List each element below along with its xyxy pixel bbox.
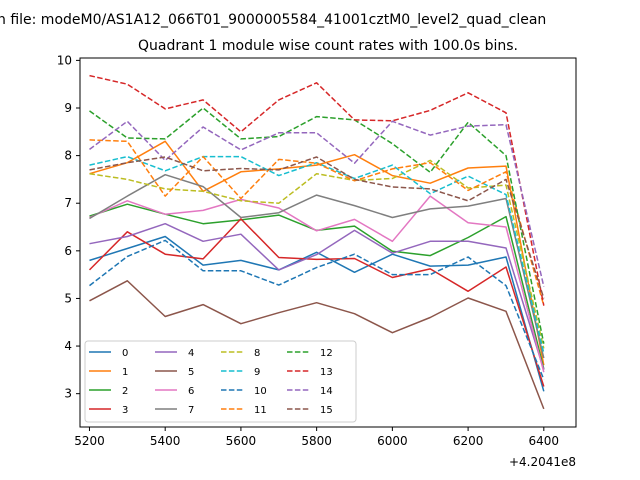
x-tick-label: 6200 [453, 434, 484, 448]
series-line-1 [89, 140, 545, 366]
legend-label-13: 13 [320, 367, 333, 378]
legend-label-4: 4 [188, 348, 194, 359]
x-tick-label: 6400 [529, 434, 560, 448]
x-tick-label: 5200 [74, 434, 105, 448]
series-line-13 [89, 74, 545, 306]
series-line-12 [89, 107, 545, 344]
series-line-15 [89, 156, 545, 299]
axes-frame [79, 57, 577, 428]
legend-label-10: 10 [254, 386, 267, 397]
series-line-10 [89, 239, 545, 380]
figure-suptitle: n file: modeM0/AS1A12_066T01_9000005584_… [0, 12, 546, 28]
legend-label-14: 14 [320, 386, 333, 397]
series-line-4 [89, 222, 545, 371]
series-line-14 [89, 120, 545, 287]
legend-label-6: 6 [188, 386, 194, 397]
legend-label-2: 2 [122, 386, 128, 397]
legend-label-12: 12 [320, 348, 333, 359]
legend-label-11: 11 [254, 405, 267, 416]
series-line-11 [89, 139, 545, 306]
x-tick-label: 6000 [377, 434, 408, 448]
series-line-5 [89, 280, 545, 410]
x-axis-offset-label: +4.2041e8 [509, 455, 576, 469]
legend-label-15: 15 [320, 405, 333, 416]
legend-label-9: 9 [254, 367, 260, 378]
x-tick-label: 5400 [150, 434, 181, 448]
legend-label-3: 3 [122, 405, 128, 416]
y-tick-label: 3 [64, 387, 72, 401]
legend-box [84, 340, 357, 423]
x-tick-label: 5600 [226, 434, 257, 448]
series-line-8 [89, 159, 545, 349]
legend-label-8: 8 [254, 348, 260, 359]
y-tick-label: 9 [64, 101, 72, 115]
x-tick-label: 5800 [301, 434, 332, 448]
y-tick-label: 10 [57, 53, 72, 67]
chart-title: Quadrant 1 module wise count rates with … [138, 38, 518, 54]
legend-label-0: 0 [122, 348, 128, 359]
series-line-0 [89, 235, 545, 392]
y-tick-label: 4 [64, 339, 72, 353]
x-axis: 5200 5400 5600 5800 6000 6200 6400 [74, 427, 559, 448]
y-axis: 3 4 5 6 7 8 9 10 [57, 53, 80, 401]
legend-label-5: 5 [188, 367, 194, 378]
y-tick-label: 5 [64, 291, 72, 305]
y-tick-label: 8 [64, 149, 72, 163]
series-line-7 [89, 173, 545, 359]
series-line-9 [89, 155, 545, 354]
y-tick-label: 7 [64, 196, 72, 210]
legend-label-7: 7 [188, 405, 194, 416]
series-line-6 [89, 195, 545, 373]
y-tick-label: 6 [64, 244, 72, 258]
legend-label-1: 1 [122, 367, 128, 378]
series-line-3 [88, 218, 545, 387]
series-layer [88, 74, 545, 410]
